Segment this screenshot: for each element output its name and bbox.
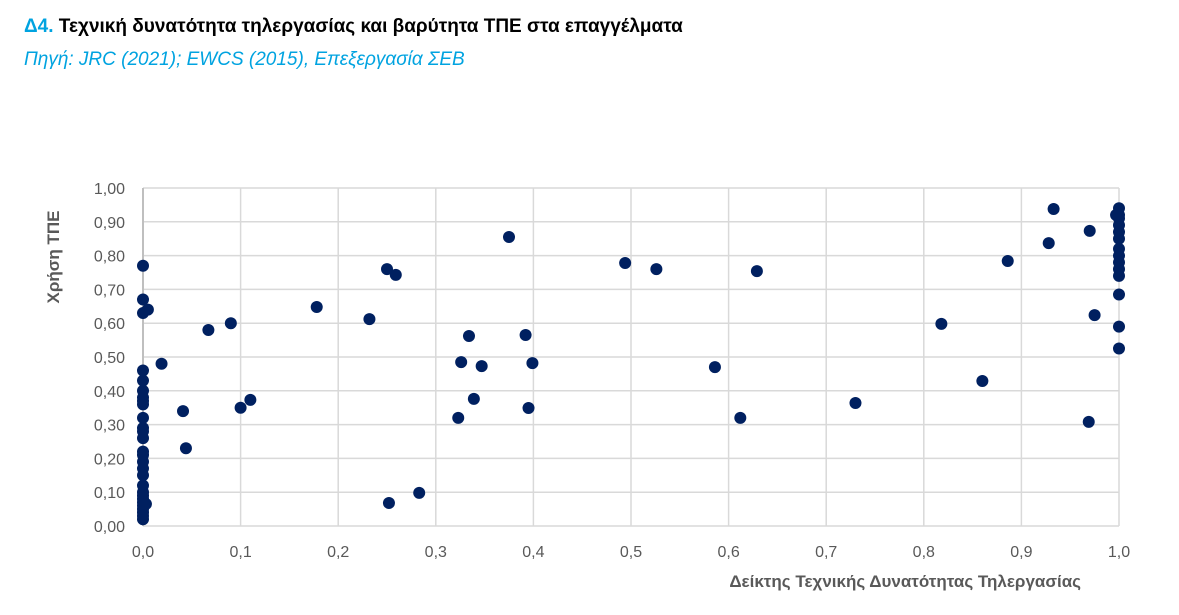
y-tick-label: 0,30: [94, 418, 125, 435]
chart-title: Δ4. Τεχνική δυνατότητα τηλεργασίας και β…: [24, 16, 683, 38]
x-tick-label: 0,7: [815, 544, 837, 561]
data-point: [1082, 415, 1095, 428]
data-point: [224, 317, 237, 330]
y-tick-label: 0,60: [94, 316, 125, 333]
chart-number: Δ4.: [24, 16, 54, 37]
data-point: [234, 401, 247, 414]
x-tick-label: 0,5: [620, 544, 642, 561]
data-point: [935, 317, 948, 330]
data-point: [708, 361, 721, 374]
x-tick-label: 0,3: [425, 544, 447, 561]
data-point: [462, 330, 475, 343]
data-point: [363, 313, 376, 326]
data-point: [137, 411, 149, 424]
data-point: [1001, 255, 1014, 268]
data-point: [389, 268, 402, 281]
data-point: [137, 432, 149, 445]
x-tick-label: 0,4: [522, 544, 544, 561]
data-point: [519, 329, 532, 342]
data-point: [1088, 309, 1101, 322]
chart-source: Πηγή: JRC (2021); EWCS (2015), Επεξεργασ…: [24, 49, 465, 70]
data-point: [475, 360, 488, 373]
data-point: [1113, 269, 1125, 282]
data-point: [452, 411, 465, 424]
y-tick-label: 0,20: [94, 451, 125, 468]
x-tick-label: 1,0: [1108, 544, 1130, 561]
y-tick-label: 0,50: [94, 350, 125, 367]
data-point: [522, 402, 535, 415]
data-point: [455, 356, 468, 369]
x-tick-label: 0,8: [913, 544, 935, 561]
x-tick-label: 0,6: [717, 544, 739, 561]
data-point: [734, 411, 747, 424]
data-point: [413, 486, 426, 499]
data-point: [141, 303, 154, 316]
data-point: [849, 396, 862, 409]
data-point: [137, 364, 149, 377]
x-axis-label: Δείκτης Τεχνικής Δυνατότητας Τηλεργασίας: [729, 572, 1081, 591]
data-point: [976, 374, 989, 387]
x-tick-label: 0,9: [1010, 544, 1032, 561]
x-tick-label: 0,1: [229, 544, 251, 561]
data-point: [137, 293, 149, 306]
x-tick-label: 0,2: [327, 544, 349, 561]
y-tick-label: 0,90: [94, 215, 125, 232]
data-point: [137, 469, 149, 482]
data-point: [1113, 232, 1125, 245]
data-point: [310, 300, 323, 313]
data-point: [526, 357, 539, 370]
data-point: [177, 405, 190, 418]
data-point: [750, 265, 763, 278]
data-point: [137, 398, 149, 411]
data-point: [650, 263, 663, 276]
data-point: [381, 263, 393, 276]
data-point: [155, 357, 168, 370]
data-point: [1113, 320, 1125, 333]
y-tick-label: 0,10: [94, 485, 125, 502]
data-point: [1083, 224, 1096, 237]
data-point: [179, 442, 192, 455]
y-tick-label: 0,70: [94, 282, 125, 299]
data-point: [503, 231, 515, 244]
y-tick-label: 1,00: [94, 181, 125, 198]
data-point: [202, 323, 215, 336]
data-point: [619, 257, 632, 270]
data-point: [137, 374, 149, 387]
y-axis-label: Χρήση ΤΠΕ: [44, 211, 63, 304]
data-point: [244, 393, 257, 406]
data-point: [382, 497, 395, 510]
y-tick-label: 0,00: [94, 519, 125, 536]
data-point: [1113, 342, 1125, 355]
data-point: [1042, 237, 1055, 250]
data-point: [137, 259, 149, 272]
data-point: [1110, 209, 1123, 222]
x-tick-label: 0,0: [132, 544, 154, 561]
y-tick-label: 0,40: [94, 384, 125, 401]
data-point: [139, 498, 152, 511]
data-point: [1113, 288, 1125, 301]
chart-title-text: Τεχνική δυνατότητα τηλεργασίας και βαρύτ…: [58, 16, 683, 37]
data-point: [467, 392, 480, 405]
y-tick-label: 0,80: [94, 249, 125, 266]
data-point: [137, 513, 149, 526]
data-point: [1047, 202, 1060, 215]
